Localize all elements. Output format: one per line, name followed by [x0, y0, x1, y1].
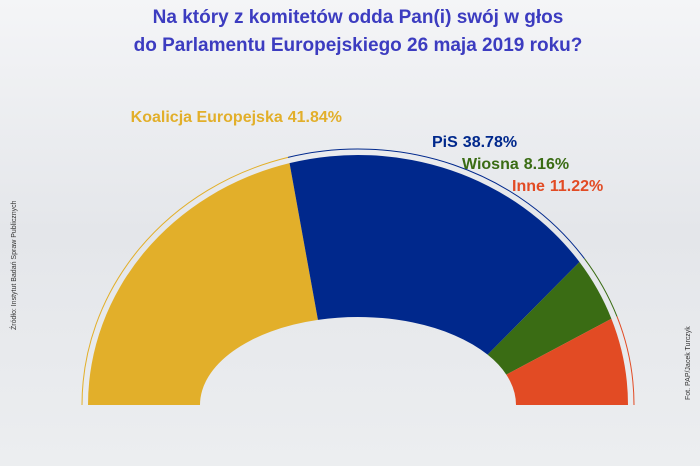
category-label: Wiosna — [462, 156, 519, 173]
photo-credit: Fot. PAP/Jacek Turczyk — [685, 326, 692, 400]
label-arc — [287, 148, 585, 259]
value-label: 8.16% — [524, 156, 569, 173]
source: Źródło: Instytut Badań Spraw Publicznych — [9, 200, 18, 330]
value-label: 11.22% — [550, 178, 603, 195]
segment — [506, 318, 628, 405]
data-label: Inne 11.22% — [512, 178, 603, 195]
data-label: Wiosna 8.16% — [462, 156, 569, 173]
label-arc — [616, 316, 635, 406]
segment — [487, 262, 612, 375]
chart-title: do Parlamentu Europejskiego 26 maja 2019… — [134, 35, 583, 56]
label-arc — [584, 258, 618, 317]
value-label: 41.84% — [288, 109, 342, 126]
label-arc — [81, 156, 289, 406]
data-label: Koalicja Europejska 41.84% — [131, 109, 342, 126]
segment — [289, 155, 580, 355]
value-label: 38.78% — [463, 134, 517, 151]
data-label: PiS 38.78% — [432, 134, 517, 151]
category-label: Inne — [512, 178, 545, 195]
segment — [88, 163, 318, 405]
chart-title: Na który z komitetów odda Pan(i) swój w … — [153, 7, 564, 28]
category-label: PiS — [432, 134, 458, 151]
category-label: Koalicja Europejska — [131, 109, 283, 126]
